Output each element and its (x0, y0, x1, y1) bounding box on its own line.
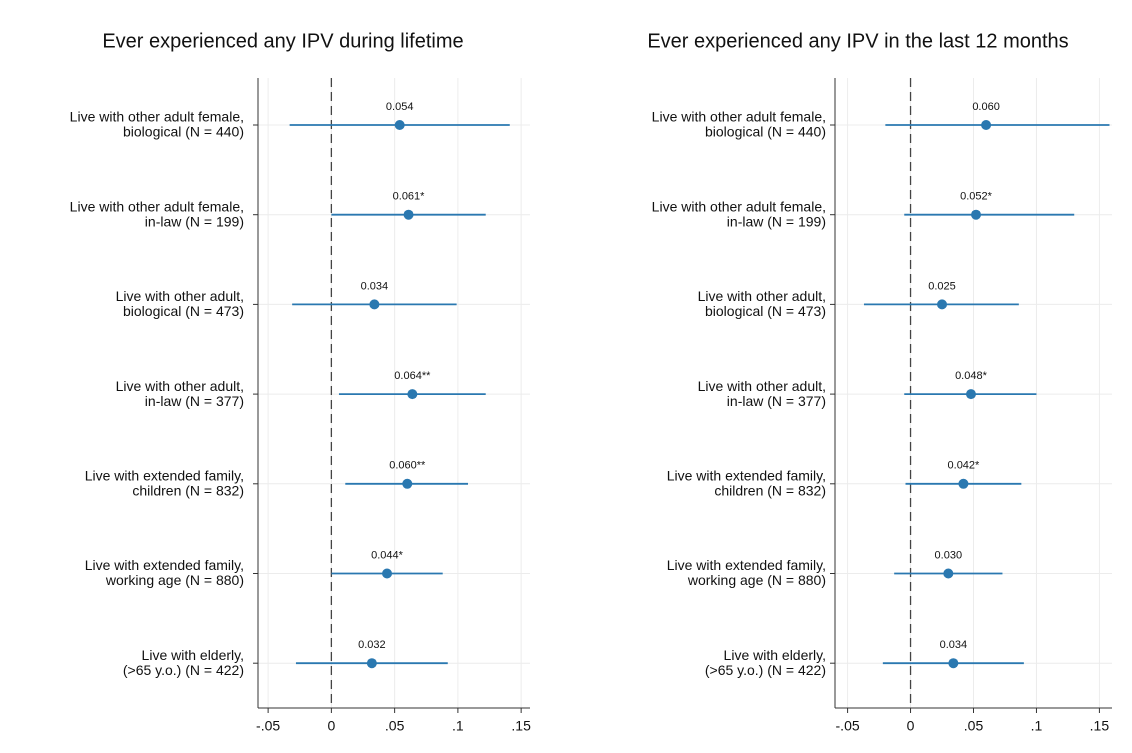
category-label: Live with extended family, (85, 468, 244, 484)
point-estimate (943, 568, 954, 579)
panel-title: Ever experienced any IPV in the last 12 … (647, 30, 1068, 52)
category-label: Live with other adult, (698, 378, 826, 394)
point-estimate (407, 389, 418, 400)
category-label: Live with other adult, (116, 378, 244, 394)
x-tick-label: .1 (1031, 718, 1043, 734)
value-label: 0.044* (371, 549, 404, 561)
category-label: in-law (N = 199) (145, 213, 244, 229)
category-label: Live with other adult female, (652, 109, 826, 125)
value-label: 0.025 (928, 280, 956, 292)
category-label: biological (N = 440) (705, 124, 826, 140)
value-label: 0.042* (948, 460, 981, 472)
point-estimate (366, 658, 377, 669)
category-label: children (N = 832) (132, 483, 244, 499)
point-estimate (403, 209, 414, 220)
category-label: in-law (N = 199) (727, 213, 826, 229)
point-estimate (937, 299, 948, 310)
point-estimate (394, 120, 405, 130)
category-label: Live with extended family, (667, 557, 826, 573)
value-label: 0.030 (935, 549, 963, 561)
category-label: Live with extended family, (667, 468, 826, 484)
x-tick-label: .05 (964, 718, 984, 734)
point-estimate (369, 299, 380, 310)
value-label: 0.054 (386, 101, 414, 113)
category-label: Live with elderly, (724, 647, 826, 663)
category-label: Live with extended family, (85, 557, 244, 573)
x-tick-label: -.05 (836, 718, 860, 734)
point-estimate (981, 120, 992, 130)
x-tick-label: .15 (1090, 718, 1110, 734)
x-tick-label: 0 (327, 718, 335, 734)
category-label: biological (N = 473) (123, 303, 244, 319)
value-label: 0.064** (394, 370, 431, 382)
x-tick-label: .15 (511, 718, 531, 734)
category-label: Live with other adult, (698, 288, 826, 304)
value-label: 0.052* (960, 191, 993, 203)
x-tick-label: .1 (452, 718, 464, 734)
category-label: Live with other adult female, (70, 198, 244, 214)
x-tick-label: .05 (385, 718, 405, 734)
panel-title: Ever experienced any IPV during lifetime (102, 30, 463, 52)
value-label: 0.061* (393, 191, 426, 203)
category-label: children (N = 832) (714, 483, 826, 499)
point-estimate (402, 478, 413, 489)
category-label: Live with elderly, (142, 647, 244, 663)
category-label: (>65 y.o.) (N = 422) (123, 662, 244, 678)
value-label: 0.034 (940, 639, 968, 651)
category-label: Live with other adult, (116, 288, 244, 304)
point-estimate (971, 209, 982, 220)
category-label: Live with other adult female, (652, 198, 826, 214)
value-label: 0.060 (972, 101, 1000, 113)
x-tick-label: -.05 (256, 718, 280, 734)
value-label: 0.048* (955, 370, 988, 382)
point-estimate (958, 478, 969, 489)
category-label: working age (N = 880) (105, 572, 244, 588)
category-label: Live with other adult female, (70, 109, 244, 125)
x-tick-label: 0 (907, 718, 915, 734)
point-estimate (965, 389, 976, 400)
category-label: working age (N = 880) (687, 572, 826, 588)
value-label: 0.034 (361, 280, 389, 292)
category-label: in-law (N = 377) (727, 393, 826, 409)
category-label: biological (N = 473) (705, 303, 826, 319)
category-label: biological (N = 440) (123, 124, 244, 140)
category-label: (>65 y.o.) (N = 422) (705, 662, 826, 678)
value-label: 0.060** (389, 460, 426, 472)
point-estimate (948, 658, 959, 669)
value-label: 0.032 (358, 639, 386, 651)
category-label: in-law (N = 377) (145, 393, 244, 409)
point-estimate (382, 568, 393, 579)
